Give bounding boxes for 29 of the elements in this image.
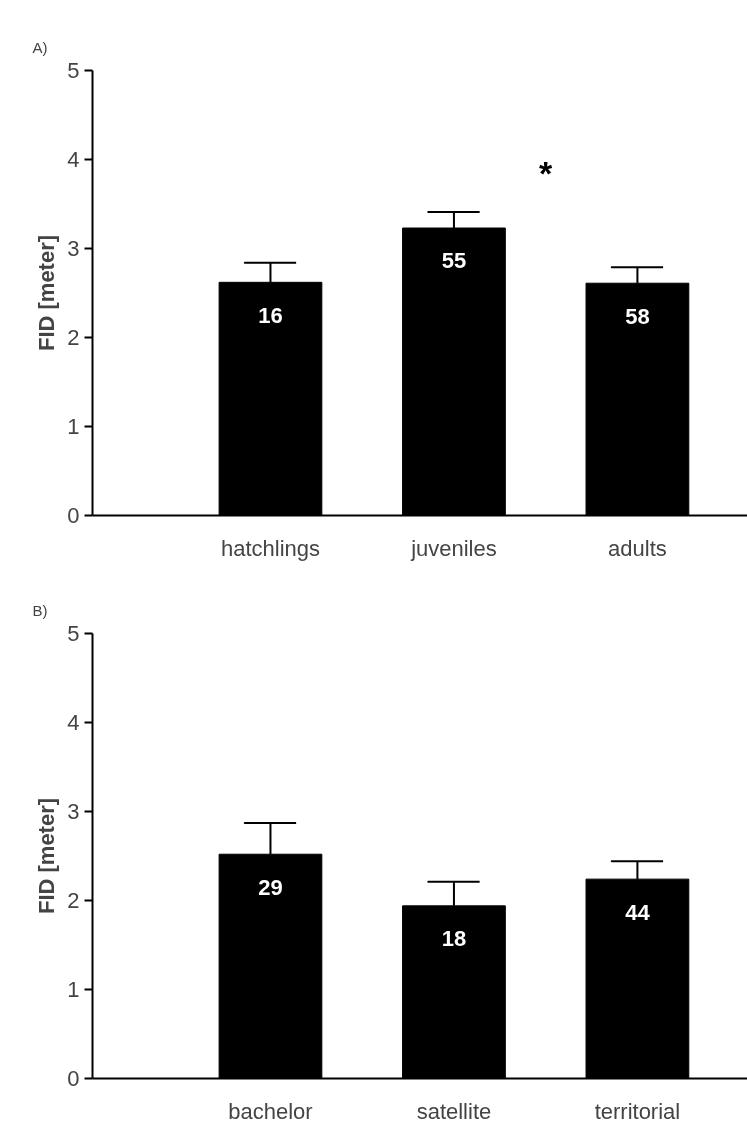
y-axis-title: FID [meter] [34,797,60,915]
y-tick-label: 2 [67,888,80,913]
annotation: 16 [258,302,283,328]
y-tick-label: 1 [67,414,80,439]
x-tick-label: satellite [416,1098,492,1124]
y-tick-label: 3 [67,799,80,824]
annotation: 18 [441,926,467,952]
annotation: * [539,153,554,192]
y-tick-label: 0 [67,503,80,528]
y-tick-label: 4 [67,710,80,735]
y-tick-label: 5 [67,621,80,646]
annotation: 55 [441,248,467,274]
x-tick-label: hatchlings [220,535,321,561]
y-axis-title: FID [meter] [34,234,60,352]
chart-title: A) [32,38,48,56]
y-tick-label: 0 [67,1066,80,1091]
y-tick-label: 2 [67,325,80,350]
x-tick-label: bachelor [228,1098,313,1124]
y-tick-label: 3 [67,236,80,261]
y-tick-label: 4 [67,147,80,172]
y-tick-label: 1 [67,977,80,1002]
annotation: 44 [625,899,651,925]
chart-title: B) [32,601,48,619]
annotation: 29 [258,874,283,900]
x-tick-label: juveniles [410,535,497,561]
x-tick-label: adults [608,535,667,561]
y-tick-label: 5 [67,58,80,83]
x-tick-label: territorial [594,1098,681,1124]
annotation: 58 [625,303,650,329]
